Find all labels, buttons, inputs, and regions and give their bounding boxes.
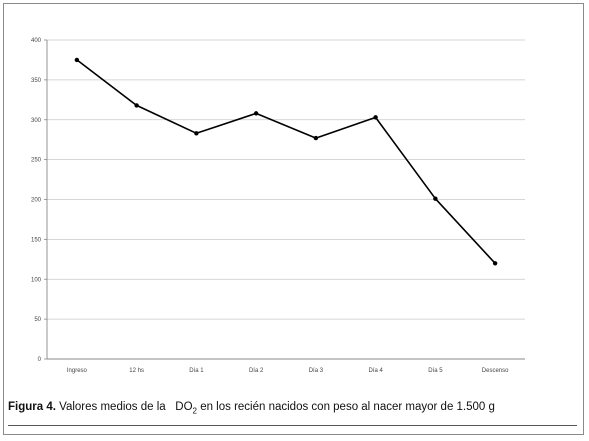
caption-text-before: Valores medios de la <box>59 401 166 413</box>
figure-frame <box>3 3 584 435</box>
data-point-1 <box>134 103 139 108</box>
figure-caption: Figura 4. Valores medios de la DO2 en lo… <box>8 401 583 415</box>
caption-subscript: 2 <box>192 406 197 416</box>
series-layer <box>74 57 498 266</box>
y-axis-ticks: 0 50 100 150 200 250 300 350 400 <box>31 38 42 363</box>
y-tick-label-3: 150 <box>31 237 42 243</box>
caption-label: Figura 4. <box>8 401 56 413</box>
x-tick-label-1: 12 hs <box>129 368 144 374</box>
y-tick-label-7: 350 <box>31 78 42 84</box>
x-tick-label-4: Día 3 <box>309 368 324 374</box>
line-chart: 0 50 100 150 200 250 300 350 400 Ingreso 12 hs Día… <box>31 38 525 374</box>
y-tick-label-2: 100 <box>31 277 42 283</box>
series-line-0 <box>76 59 496 264</box>
caption-quantity: DO <box>175 401 193 413</box>
caption-text-after: en los recién nacidos con peso al nacer … <box>200 401 495 413</box>
data-point-3 <box>253 111 259 116</box>
caption-rule <box>8 425 577 426</box>
x-tick-label-0: Ingreso <box>67 368 88 374</box>
y-tick-label-1: 50 <box>34 317 41 323</box>
x-tick-label-3: Día 2 <box>249 368 264 374</box>
data-point-7 <box>492 261 498 266</box>
y-tick-label-6: 300 <box>31 118 42 124</box>
y-tick-label-5: 250 <box>31 158 42 164</box>
gridlines <box>44 39 525 360</box>
x-tick-label-5: Día 4 <box>368 368 383 374</box>
data-point-0 <box>74 57 80 63</box>
data-point-2 <box>194 131 199 136</box>
x-axis-ticks: Ingreso 12 hs Día 1 Día 2 Día 3 Día 4 Día 5 Des… <box>67 368 509 374</box>
x-tick-label-6: Día 5 <box>428 368 443 374</box>
x-tick-label-2: Día 1 <box>189 368 204 374</box>
data-point-5 <box>373 115 378 120</box>
data-point-4 <box>313 135 319 141</box>
y-tick-label-0: 0 <box>38 357 42 363</box>
x-tick-label-7: Descenso <box>482 368 509 374</box>
y-tick-label-8: 400 <box>31 38 42 44</box>
data-point-6 <box>433 196 438 201</box>
y-tick-label-4: 200 <box>31 198 42 204</box>
